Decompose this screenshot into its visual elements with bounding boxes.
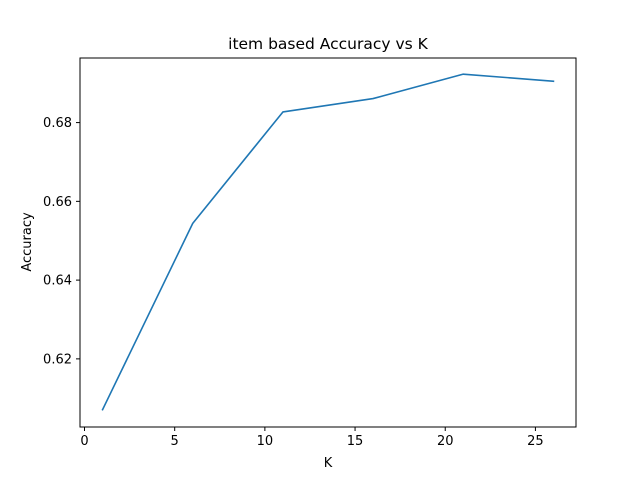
- x-tick-label: 25: [527, 434, 544, 449]
- series-line: [101, 73, 555, 411]
- y-axis-label: Accuracy: [20, 212, 35, 272]
- x-tick-label: 20: [437, 434, 454, 449]
- y-tick-label: 0.66: [43, 195, 72, 210]
- y-tick-label: 0.62: [43, 352, 72, 367]
- y-tick-label: 0.64: [43, 274, 72, 289]
- x-tick-label: 15: [347, 434, 364, 449]
- x-tick-label: 0: [80, 434, 88, 449]
- axes-frame: [79, 57, 577, 428]
- x-tick-label: 10: [257, 434, 274, 449]
- x-tick-label: 5: [171, 434, 179, 449]
- series-layer: [101, 73, 555, 411]
- y-axis-ticks: 0.62 0.64 0.66 0.68: [43, 116, 80, 367]
- x-axis-ticks: 0 5 10 15 20 25: [80, 427, 544, 449]
- y-tick-label: 0.68: [43, 116, 72, 131]
- x-axis-label: K: [324, 456, 333, 471]
- chart-title: item based Accuracy vs K: [228, 35, 429, 53]
